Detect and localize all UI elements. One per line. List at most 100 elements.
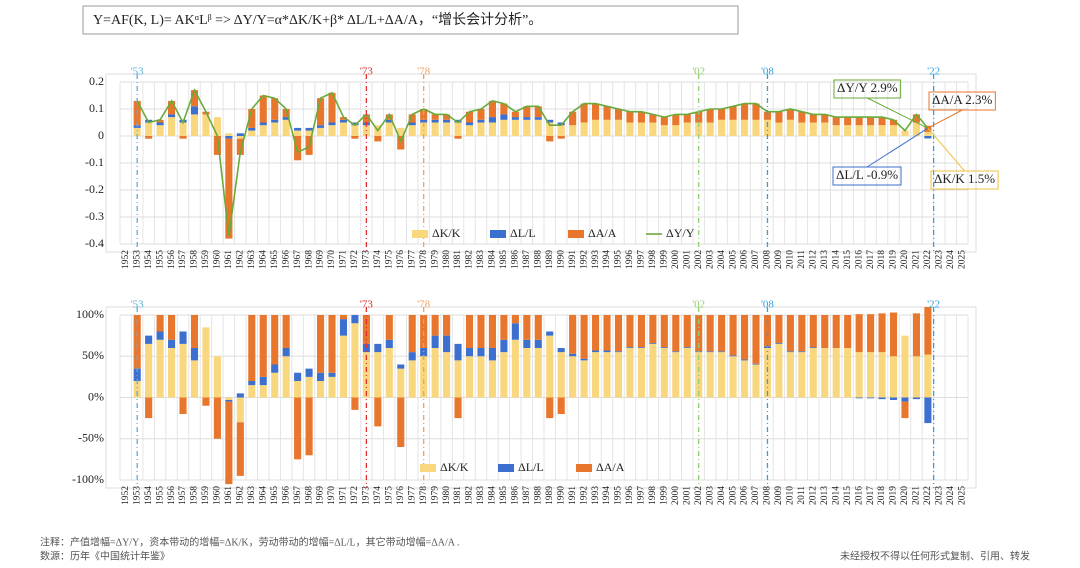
annotation-leader [927,109,963,129]
bar [145,397,153,419]
x-tick-label: 1985 [499,486,509,505]
bar [316,381,325,398]
x-tick-label: 1991 [568,486,578,505]
bar [443,352,451,398]
x-tick-label: 1983 [476,486,486,505]
bar [683,114,691,123]
x-tick-label: 1970 [327,250,337,269]
bar [924,131,932,136]
x-tick-label: 1976 [396,486,406,505]
y-tick-label: 100% [76,307,104,321]
bar [569,125,577,136]
bar [672,114,680,126]
bar [614,119,623,136]
bar [133,127,141,136]
bar [912,122,920,136]
bar [660,117,668,126]
x-tick-label: 1952 [121,250,131,269]
x-tick-label: 1978 [419,486,429,505]
bar [821,114,829,123]
bar [855,352,863,398]
bar [397,368,405,398]
bar [511,315,519,324]
bar [420,122,428,136]
bar [225,401,233,485]
bar [362,315,370,344]
x-tick-label: 1998 [648,250,658,269]
x-tick-label: 1960 [213,250,223,269]
x-tick-label: 1955 [155,486,165,505]
bar [282,117,290,120]
x-tick-label: 2014 [831,250,841,269]
x-tick-label: 1952 [121,486,131,505]
bar [706,351,714,353]
bar [431,348,439,398]
y-tick-label: -0.2 [85,182,104,196]
chart-title: Y=AF(K, L)= AKᵅLᵝ => ΔY/Y=α*ΔK/K+β* ΔL/L… [93,12,542,28]
bar [271,98,279,120]
bar [603,119,611,136]
bar [316,125,325,128]
x-tick-label: 2021 [912,486,922,505]
bar [477,122,485,136]
bar [282,315,290,348]
bar [500,114,508,120]
bar [488,122,496,136]
bar [248,109,256,128]
bar [889,312,898,357]
x-tick-label: 1954 [144,486,154,505]
legend-swatch [576,464,592,472]
bar [683,122,691,136]
bar [408,315,416,353]
y-tick-label: -0.1 [85,155,104,169]
bar [316,98,325,126]
bar [294,127,302,131]
bar [385,348,393,398]
bar [305,397,313,456]
bar [362,352,370,398]
bar [718,315,726,352]
bar [752,103,760,120]
bar [351,323,359,398]
x-tick-label: 2019 [889,486,899,505]
x-tick-label: 1967 [293,250,303,269]
bar [145,122,153,136]
x-tick-label: 2012 [808,250,818,269]
bar [832,117,840,126]
bar [454,343,462,361]
x-tick-label: 2002 [694,250,704,269]
bar [477,119,485,123]
x-tick-label: 1988 [533,250,543,269]
bar [465,111,474,123]
bar [809,347,817,348]
bar [179,343,187,398]
bar [557,352,565,398]
bar [190,348,199,361]
bar [557,397,565,414]
x-tick-label: 2025 [957,250,967,269]
x-tick-label: 1985 [499,250,509,269]
bar [213,397,221,439]
bar [190,106,199,115]
bar [133,381,141,398]
bar [844,348,852,398]
bar [672,351,680,353]
bar [637,122,645,136]
bar [557,125,565,136]
x-tick-label: 2001 [682,486,692,505]
bar [213,136,221,155]
bar [557,136,565,139]
bar [832,125,840,136]
bar [408,125,416,136]
bar [385,315,393,340]
bar [385,339,393,348]
bar [431,114,439,120]
bar [901,130,909,136]
bar [592,119,600,136]
x-tick-label: 2018 [877,486,887,505]
bar [488,100,496,118]
line [136,88,929,237]
bar [844,125,852,136]
bar [168,100,176,115]
x-tick-label: 1996 [625,486,635,505]
